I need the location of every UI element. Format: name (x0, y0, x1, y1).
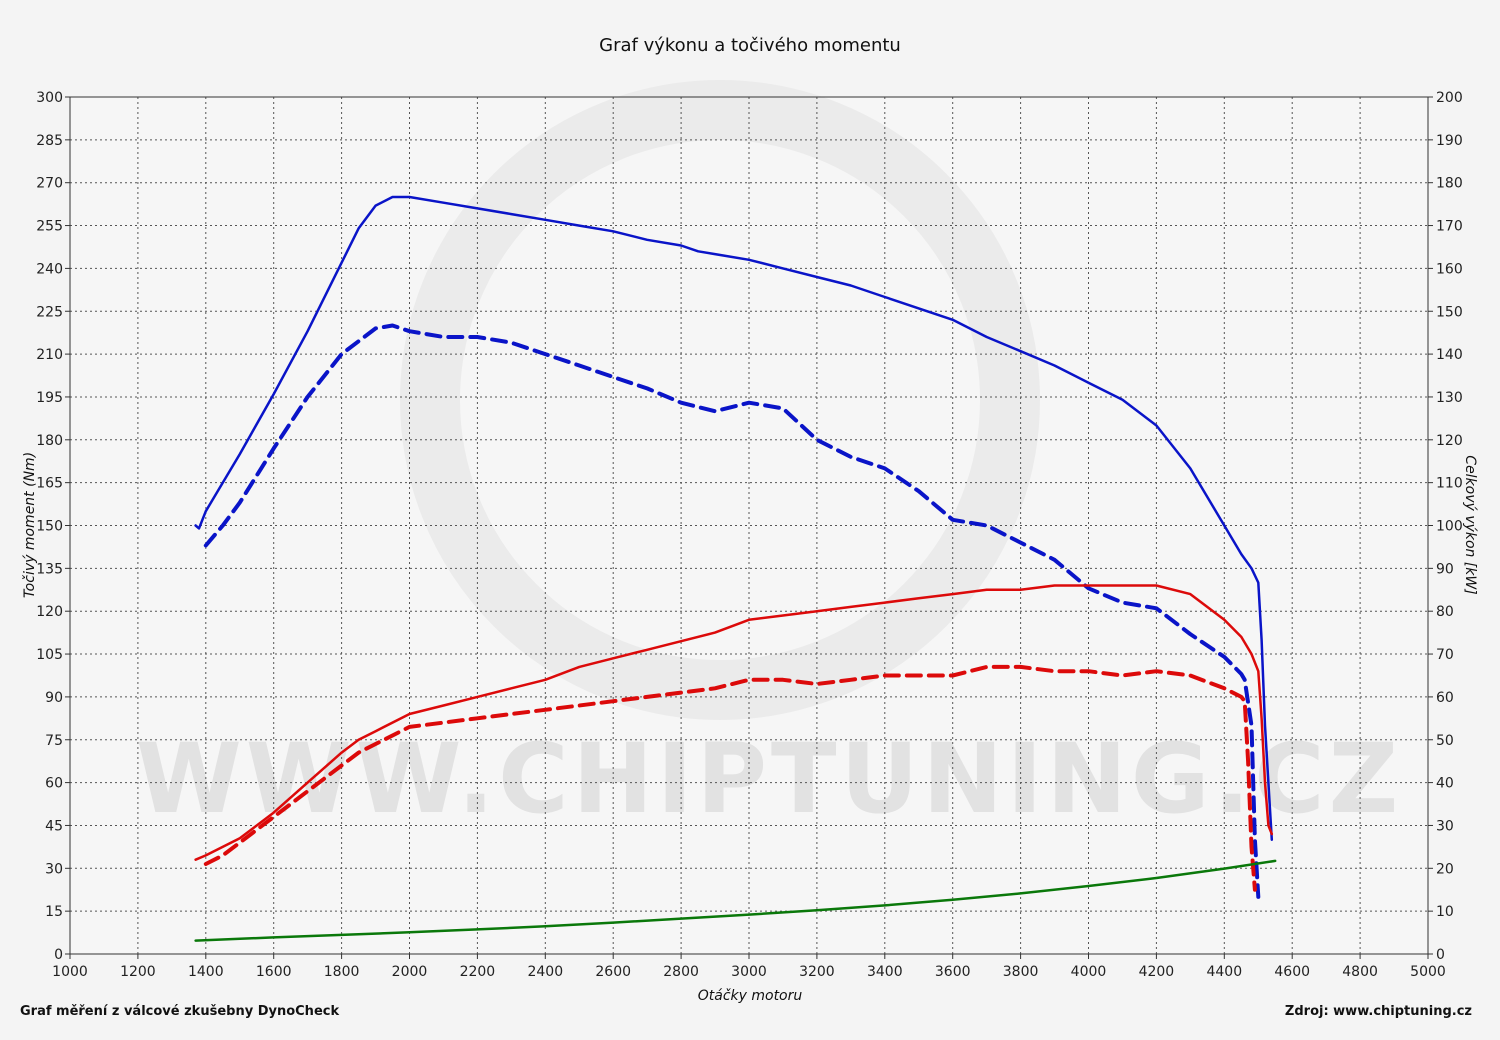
y-left-tick-label: 90 (45, 690, 63, 706)
y-left-tick-label: 30 (45, 861, 63, 877)
x-axis-label: Otáčky motoru (698, 988, 803, 1004)
watermark-logo-ring (400, 80, 1040, 720)
grid-layer (70, 97, 1428, 954)
y-right-tick-label: 70 (1436, 647, 1454, 663)
chart-title: Graf výkonu a točivého momentu (599, 35, 901, 56)
series-line-red (194, 584, 1274, 861)
y-left-tick-label: 15 (45, 904, 63, 920)
footer-source-link[interactable]: Zdroj: www.chiptuning.cz (1284, 1004, 1472, 1019)
x-tick-label: 2000 (392, 964, 428, 980)
x-tick-label: 5000 (1410, 964, 1446, 980)
y-right-tick-label: 190 (1436, 133, 1463, 149)
y-right-tick-label: 20 (1436, 861, 1454, 877)
y-left-tick-label: 240 (36, 261, 63, 277)
x-tick-label: 1600 (256, 964, 292, 980)
footer-source-note: Graf měření z válcové zkušebny DynoCheck (20, 1004, 340, 1019)
x-tick-label: 4000 (1071, 964, 1107, 980)
y-left-tick-label: 270 (36, 176, 63, 192)
y-left-tick-label: 195 (36, 390, 63, 406)
y-left-tick-label: 255 (36, 219, 63, 235)
y-right-tick-label: 30 (1436, 818, 1454, 834)
x-tick-label: 4400 (1206, 964, 1242, 980)
x-tick-label: 3600 (935, 964, 971, 980)
y-axis-right-label: Celkový výkon [kW] (1462, 455, 1478, 594)
x-tick-label: 1400 (188, 964, 224, 980)
series-line-red-dashed (203, 664, 1257, 892)
x-tick-label: 3000 (731, 964, 767, 980)
y-left-tick-label: 60 (45, 776, 63, 792)
x-tick-label: 3400 (867, 964, 903, 980)
y-right-tick-label: 140 (1436, 347, 1463, 363)
y-right-tick-label: 200 (1436, 90, 1463, 106)
y-right-tick-label: 100 (1436, 519, 1463, 535)
y-left-tick-label: 75 (45, 733, 63, 749)
x-tick-label: 1000 (52, 964, 88, 980)
x-tick-label: 3800 (1003, 964, 1039, 980)
x-tick-label: 3200 (799, 964, 835, 980)
y-left-tick-label: 225 (36, 304, 63, 320)
x-tick-label: 1800 (324, 964, 360, 980)
watermark-text: WWW.CHIPTUNING.CZ (136, 723, 1402, 835)
x-tick-label: 4800 (1342, 964, 1378, 980)
x-tick-label: 2600 (595, 964, 631, 980)
y-left-tick-label: 150 (36, 519, 63, 535)
y-left-tick-label: 180 (36, 433, 63, 449)
x-tick-label: 2400 (527, 964, 563, 980)
y-right-tick-label: 150 (1436, 304, 1463, 320)
y-right-tick-label: 120 (1436, 433, 1463, 449)
y-left-tick-label: 0 (54, 947, 63, 963)
y-right-tick-label: 10 (1436, 904, 1454, 920)
y-left-tick-label: 120 (36, 604, 63, 620)
axes-layer: 1000 1200 1400 1600 1800 2000 2200 2400 2600 2800… (36, 90, 1462, 980)
y-right-tick-label: 130 (1436, 390, 1463, 406)
x-tick-label: 2200 (460, 964, 496, 980)
y-right-tick-label: 80 (1436, 604, 1454, 620)
y-right-tick-label: 170 (1436, 219, 1463, 235)
y-left-tick-label: 45 (45, 818, 63, 834)
y-right-tick-label: 110 (1436, 476, 1463, 492)
y-left-tick-label: 165 (36, 476, 63, 492)
x-tick-label: 2800 (663, 964, 699, 980)
y-left-tick-label: 135 (36, 561, 63, 577)
y-left-tick-label: 210 (36, 347, 63, 363)
y-right-tick-label: 50 (1436, 733, 1454, 749)
series-layer (194, 195, 1277, 942)
y-left-tick-label: 285 (36, 133, 63, 149)
y-right-tick-label: 0 (1436, 947, 1445, 963)
y-right-tick-label: 60 (1436, 690, 1454, 706)
y-right-tick-label: 180 (1436, 176, 1463, 192)
y-left-tick-label: 105 (36, 647, 63, 663)
y-right-tick-label: 90 (1436, 561, 1454, 577)
plot-frame (69, 96, 1429, 955)
y-axis-left-label: Točivý moment (Nm) (22, 452, 38, 598)
series-line-blue-dashed (203, 323, 1261, 899)
x-tick-label: 4200 (1139, 964, 1175, 980)
series-line-blue (194, 195, 1274, 841)
series-line-green (194, 859, 1277, 942)
x-tick-label: 4600 (1274, 964, 1310, 980)
y-right-tick-label: 40 (1436, 776, 1454, 792)
y-right-tick-label: 160 (1436, 261, 1463, 277)
x-tick-label: 1200 (120, 964, 156, 980)
y-left-tick-label: 300 (36, 90, 63, 106)
